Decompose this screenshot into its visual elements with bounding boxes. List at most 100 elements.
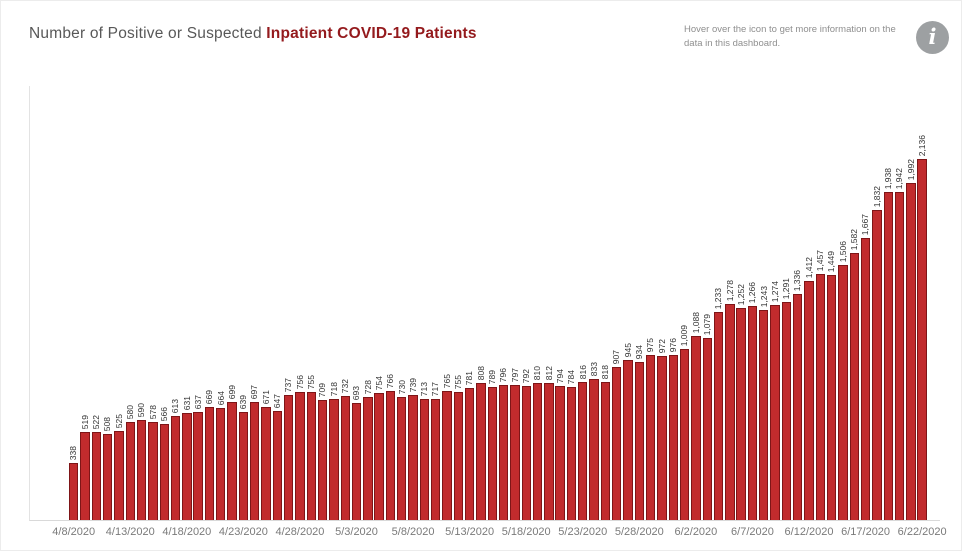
bar[interactable] [283, 395, 294, 520]
bar[interactable] [815, 274, 826, 520]
bar[interactable] [374, 393, 384, 520]
bar[interactable] [216, 408, 226, 520]
axis-slot [589, 526, 598, 538]
axis-slot: 6/2/2020 [674, 526, 717, 538]
bar[interactable] [306, 392, 316, 520]
bar[interactable] [736, 308, 746, 520]
bar[interactable] [476, 383, 486, 520]
bar[interactable] [385, 391, 396, 520]
bar[interactable] [668, 355, 678, 520]
bar[interactable] [91, 432, 102, 520]
bar[interactable] [114, 431, 124, 520]
bar[interactable] [566, 387, 577, 520]
axis-slot: 4/13/2020 [106, 526, 155, 538]
bar[interactable] [182, 413, 192, 520]
bar[interactable] [804, 281, 814, 520]
bar[interactable] [589, 379, 599, 520]
bar-slot: 508 [102, 86, 113, 520]
bar[interactable] [713, 312, 724, 520]
bar[interactable] [702, 338, 712, 520]
bar[interactable] [363, 397, 373, 520]
bar-value-label: 664 [215, 390, 226, 405]
bar[interactable] [204, 407, 215, 520]
bar-value-label: 934 [634, 344, 645, 359]
bar[interactable] [770, 305, 780, 520]
axis-slot: 4/28/2020 [275, 526, 324, 538]
bar[interactable] [125, 422, 135, 520]
axis-slot [601, 526, 610, 538]
bar[interactable] [578, 382, 588, 520]
bar[interactable] [532, 383, 543, 520]
bar-value-label: 972 [656, 338, 667, 353]
bar-slot: 756 [295, 86, 305, 520]
bar[interactable] [453, 392, 464, 520]
bar[interactable] [69, 463, 79, 520]
bar[interactable] [351, 403, 362, 520]
x-tick-label: 4/8/2020 [52, 526, 96, 538]
axis-slot [80, 526, 89, 538]
bar[interactable] [498, 385, 509, 520]
bar[interactable] [917, 159, 927, 520]
bar[interactable] [159, 424, 169, 520]
bar[interactable] [431, 399, 441, 520]
bar[interactable] [136, 420, 147, 520]
bar-slot: 737 [283, 86, 294, 520]
bar[interactable] [272, 411, 283, 520]
axis-slot [250, 526, 259, 538]
bar[interactable] [747, 306, 758, 520]
bar[interactable] [329, 399, 339, 520]
bar[interactable] [849, 253, 859, 520]
bar[interactable] [555, 386, 565, 520]
bar[interactable] [295, 392, 305, 520]
x-tick-label: 4/18/2020 [162, 526, 212, 538]
bar[interactable] [102, 434, 113, 520]
bar[interactable] [883, 192, 893, 520]
bar[interactable] [250, 402, 260, 520]
bar[interactable] [634, 362, 645, 520]
bar[interactable] [623, 360, 633, 520]
bar[interactable] [872, 210, 882, 520]
bar[interactable] [487, 387, 497, 520]
bar[interactable] [906, 183, 916, 520]
bar[interactable] [679, 349, 690, 520]
bar[interactable] [510, 385, 520, 520]
bar[interactable] [148, 422, 158, 520]
bar[interactable] [759, 310, 769, 520]
bar[interactable] [80, 432, 90, 520]
bar-value-label: 1,938 [882, 167, 893, 189]
bars: 338 519 522 508 525 580 590 578 566 613 631 637 669 6… [68, 86, 927, 520]
bar[interactable] [860, 238, 871, 520]
bar[interactable] [793, 294, 803, 520]
bar[interactable] [419, 399, 430, 520]
bar[interactable] [657, 356, 667, 520]
bar[interactable] [317, 400, 328, 520]
bar[interactable] [521, 386, 531, 520]
bar[interactable] [261, 407, 271, 520]
bar[interactable] [464, 388, 475, 520]
bar[interactable] [838, 265, 848, 520]
bar[interactable] [826, 275, 837, 520]
bar[interactable] [397, 397, 407, 520]
bar[interactable] [442, 391, 452, 520]
bar-chart: 338 519 522 508 525 580 590 578 566 613 631 637 669 6… [29, 86, 947, 538]
bar[interactable] [408, 395, 418, 520]
bar[interactable] [691, 336, 701, 520]
bar[interactable] [170, 416, 181, 520]
bar[interactable] [544, 383, 554, 520]
bar[interactable] [600, 382, 611, 520]
bar[interactable] [725, 304, 735, 520]
bar-value-label: 975 [645, 337, 656, 352]
bar[interactable] [645, 355, 656, 520]
bar[interactable] [238, 412, 249, 520]
bar[interactable] [781, 302, 792, 520]
axis-slot [363, 526, 372, 538]
info-icon[interactable]: i [916, 21, 949, 54]
bar-value-label: 525 [113, 413, 124, 428]
bar[interactable] [227, 402, 237, 520]
bar[interactable] [612, 367, 622, 520]
bar[interactable] [894, 192, 905, 520]
bar-slot: 1,667 [860, 86, 871, 520]
bar[interactable] [193, 412, 203, 520]
x-tick-label: 5/8/2020 [391, 526, 435, 538]
bar[interactable] [340, 396, 350, 520]
